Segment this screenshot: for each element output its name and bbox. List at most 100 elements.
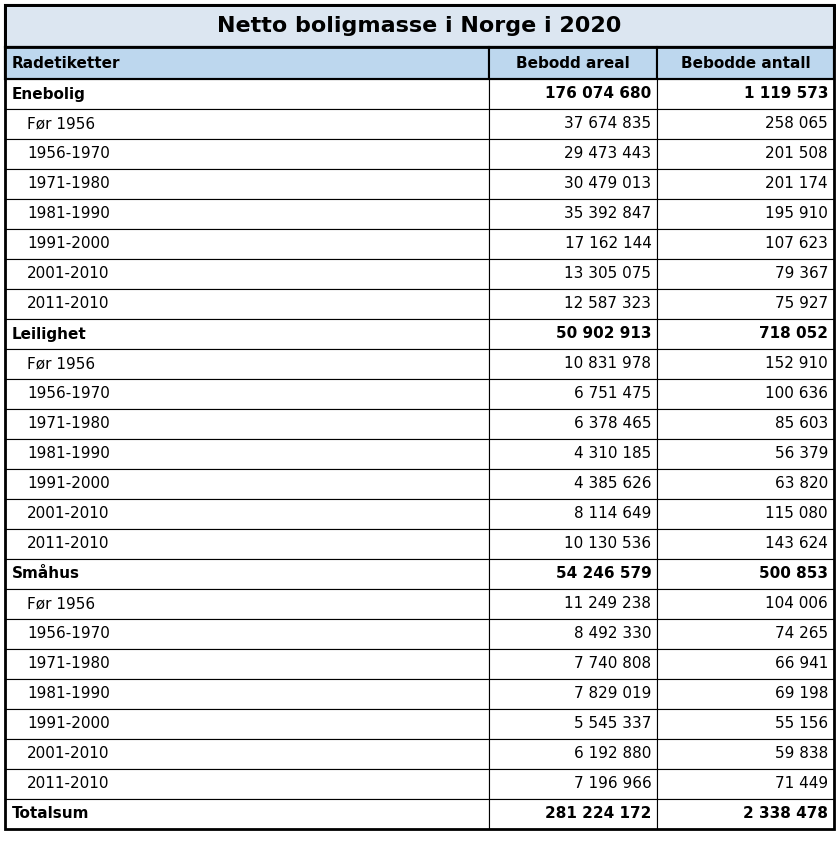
- Text: 1991-2000: 1991-2000: [27, 477, 110, 492]
- Text: 1981-1990: 1981-1990: [27, 447, 110, 461]
- Bar: [5, 799, 489, 829]
- Bar: [658, 619, 834, 649]
- Bar: [5, 47, 489, 79]
- Text: 56 379: 56 379: [774, 447, 828, 461]
- Bar: [658, 47, 834, 79]
- Bar: [5, 679, 489, 709]
- Text: 13 305 075: 13 305 075: [565, 266, 651, 282]
- Text: 2001-2010: 2001-2010: [27, 266, 110, 282]
- Text: 85 603: 85 603: [774, 416, 828, 432]
- Text: 201 174: 201 174: [765, 176, 828, 192]
- Bar: [5, 47, 834, 79]
- Bar: [658, 739, 834, 769]
- Bar: [5, 709, 489, 739]
- Bar: [5, 199, 489, 229]
- Text: 2011-2010: 2011-2010: [27, 297, 110, 311]
- Text: 74 265: 74 265: [775, 627, 828, 641]
- Text: 115 080: 115 080: [765, 506, 828, 522]
- Bar: [5, 139, 489, 169]
- Bar: [489, 259, 658, 289]
- Text: 6 192 880: 6 192 880: [574, 746, 651, 762]
- Text: 71 449: 71 449: [775, 777, 828, 791]
- Text: 17 162 144: 17 162 144: [565, 237, 651, 252]
- Text: 500 853: 500 853: [759, 566, 828, 582]
- Text: 7 829 019: 7 829 019: [574, 687, 651, 701]
- Bar: [5, 109, 489, 139]
- Text: Enebolig: Enebolig: [12, 86, 86, 102]
- Bar: [5, 319, 489, 349]
- Bar: [5, 649, 489, 679]
- Bar: [658, 409, 834, 439]
- Bar: [489, 409, 658, 439]
- Bar: [489, 589, 658, 619]
- Text: 5 545 337: 5 545 337: [574, 717, 651, 732]
- Text: Før 1956: Før 1956: [27, 596, 95, 611]
- Bar: [489, 379, 658, 409]
- Bar: [658, 649, 834, 679]
- Bar: [5, 5, 834, 47]
- Text: 100 636: 100 636: [765, 387, 828, 401]
- Bar: [658, 769, 834, 799]
- Bar: [489, 649, 658, 679]
- Bar: [658, 679, 834, 709]
- Bar: [489, 109, 658, 139]
- Text: Småhus: Småhus: [12, 566, 80, 582]
- Text: 6 751 475: 6 751 475: [574, 387, 651, 401]
- Bar: [5, 289, 489, 319]
- Bar: [658, 709, 834, 739]
- Text: Radetiketter: Radetiketter: [12, 55, 121, 70]
- Bar: [658, 289, 834, 319]
- Text: 1956-1970: 1956-1970: [27, 627, 110, 641]
- Text: 69 198: 69 198: [774, 687, 828, 701]
- Text: 55 156: 55 156: [775, 717, 828, 732]
- Text: 104 006: 104 006: [765, 596, 828, 611]
- Text: 4 385 626: 4 385 626: [574, 477, 651, 492]
- Text: 1971-1980: 1971-1980: [27, 176, 110, 192]
- Text: 1981-1990: 1981-1990: [27, 687, 110, 701]
- Text: 1981-1990: 1981-1990: [27, 207, 110, 221]
- Bar: [489, 559, 658, 589]
- Text: 6 378 465: 6 378 465: [574, 416, 651, 432]
- Text: Bebodd areal: Bebodd areal: [516, 55, 630, 70]
- Bar: [489, 619, 658, 649]
- Bar: [489, 529, 658, 559]
- Bar: [489, 169, 658, 199]
- Bar: [658, 259, 834, 289]
- Bar: [658, 379, 834, 409]
- Text: 281 224 172: 281 224 172: [545, 806, 651, 822]
- Text: 143 624: 143 624: [765, 537, 828, 551]
- Text: 195 910: 195 910: [765, 207, 828, 221]
- Bar: [658, 79, 834, 109]
- Text: 176 074 680: 176 074 680: [545, 86, 651, 102]
- Bar: [658, 589, 834, 619]
- Text: 2001-2010: 2001-2010: [27, 746, 110, 762]
- Text: 152 910: 152 910: [765, 356, 828, 371]
- Bar: [489, 769, 658, 799]
- Bar: [5, 589, 489, 619]
- Text: Før 1956: Før 1956: [27, 116, 95, 131]
- Bar: [489, 709, 658, 739]
- Text: 8 114 649: 8 114 649: [574, 506, 651, 522]
- Bar: [5, 409, 489, 439]
- Text: 1991-2000: 1991-2000: [27, 717, 110, 732]
- Text: 4 310 185: 4 310 185: [574, 447, 651, 461]
- Bar: [489, 47, 658, 79]
- Bar: [658, 169, 834, 199]
- Text: 1991-2000: 1991-2000: [27, 237, 110, 252]
- Text: 1956-1970: 1956-1970: [27, 387, 110, 401]
- Bar: [658, 469, 834, 499]
- Bar: [658, 529, 834, 559]
- Bar: [5, 499, 489, 529]
- Bar: [489, 469, 658, 499]
- Text: 2 338 478: 2 338 478: [743, 806, 828, 822]
- Text: 7 740 808: 7 740 808: [575, 656, 651, 672]
- Bar: [489, 439, 658, 469]
- Bar: [5, 229, 489, 259]
- Bar: [489, 79, 658, 109]
- Text: 8 492 330: 8 492 330: [574, 627, 651, 641]
- Bar: [489, 319, 658, 349]
- Bar: [5, 769, 489, 799]
- Text: 79 367: 79 367: [774, 266, 828, 282]
- Bar: [489, 679, 658, 709]
- Bar: [489, 289, 658, 319]
